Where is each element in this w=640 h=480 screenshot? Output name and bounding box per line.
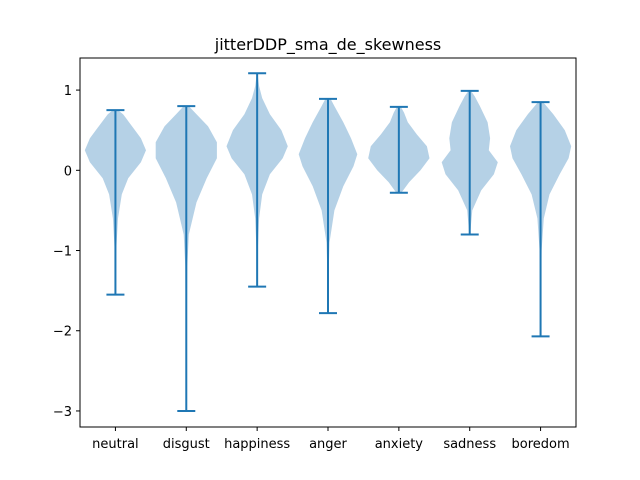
x-tick-label: disgust <box>163 437 210 452</box>
x-axis: neutral disgust happiness anger anxiety sadne… <box>92 427 570 452</box>
y-tick-label: −1 <box>53 245 72 260</box>
x-tick-label: boredom <box>512 437 570 452</box>
y-axis: 1 0 −1 −2 −3 <box>53 84 80 420</box>
y-tick-label: −3 <box>53 405 72 420</box>
violins-group <box>84 72 572 412</box>
y-tick-label: −2 <box>53 325 72 340</box>
x-tick-label: sadness <box>443 437 496 452</box>
x-tick-label: anxiety <box>375 437 424 452</box>
chart-title: jitterDDP_sma_de_skewness <box>214 35 442 55</box>
x-tick-label: neutral <box>92 437 139 452</box>
y-tick-label: 0 <box>64 164 72 179</box>
x-tick-label: anger <box>309 437 347 452</box>
y-tick-label: 1 <box>64 84 72 99</box>
x-tick-label: happiness <box>224 437 290 452</box>
